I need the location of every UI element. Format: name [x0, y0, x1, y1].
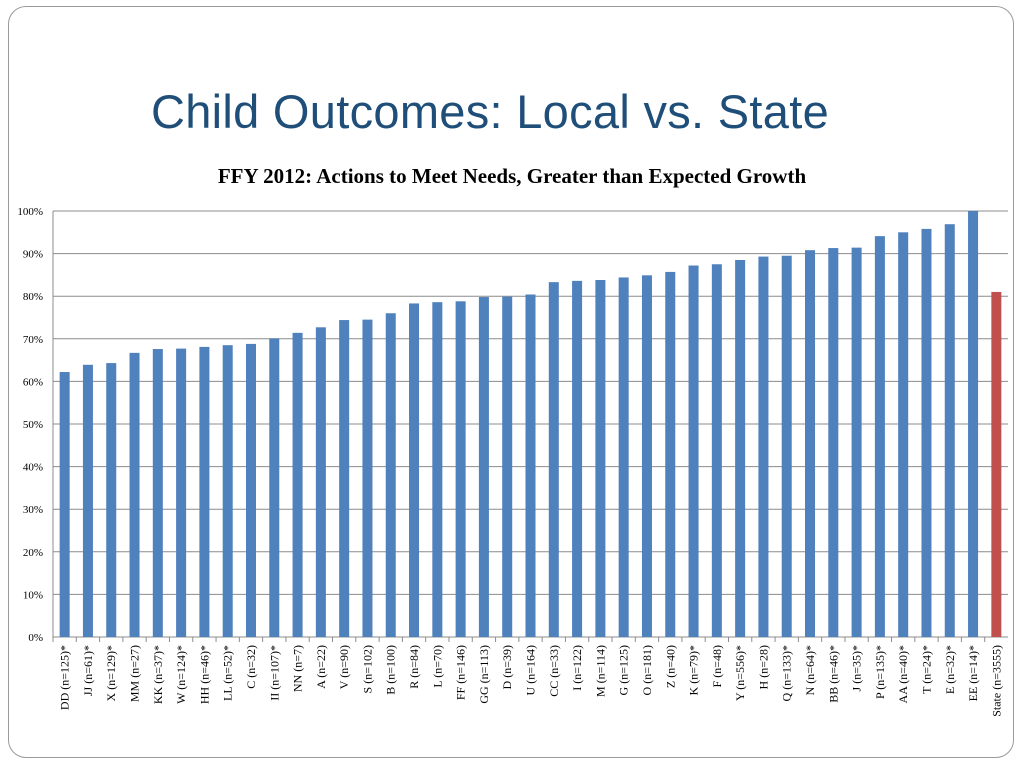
bar [502, 296, 513, 637]
bar [641, 275, 652, 637]
bar [129, 352, 140, 637]
slide-title: Child Outcomes: Local vs. State [150, 85, 830, 138]
x-tick-label: S (n=102) [360, 645, 374, 693]
x-tick-label: Q (n=133)* [780, 645, 794, 701]
y-tick-label: 20% [23, 547, 43, 559]
x-tick-label: B (n=100) [384, 645, 398, 695]
bar [432, 302, 443, 637]
y-tick-label: 40% [23, 462, 43, 474]
x-tick-label: X (n=129)* [104, 645, 118, 701]
x-tick-label: EE (n=14)* [966, 645, 980, 701]
bar [618, 277, 629, 637]
bar [82, 364, 93, 637]
bar [781, 255, 792, 638]
x-tick-label: FF (n=146) [454, 645, 468, 700]
bar [362, 319, 373, 637]
x-tick-label: E (n=32)* [943, 645, 957, 694]
x-tick-label: DD (n=125)* [58, 645, 72, 710]
y-tick-label: 100% [17, 206, 43, 218]
bar [805, 250, 816, 637]
x-tick-label: CC (n=33) [547, 645, 561, 697]
y-tick-label: 80% [23, 291, 43, 303]
x-tick-label: G (n=125) [617, 645, 631, 695]
x-tick-label: C (n=32) [244, 645, 258, 689]
bar [548, 282, 559, 637]
x-tick-label: Y (n=556)* [733, 645, 747, 701]
x-tick-label: LL (n=52)* [221, 645, 235, 701]
bar [688, 265, 699, 637]
bar [269, 338, 280, 637]
bar [176, 348, 187, 637]
bar [944, 224, 955, 637]
bar [152, 349, 163, 637]
x-tick-label: State (n=3555) [989, 645, 1003, 717]
bar [339, 320, 350, 637]
x-tick-label: U (n=164) [524, 645, 538, 695]
x-tick-label: M (n=114) [593, 645, 607, 697]
x-tick-label: JJ (n=61)* [81, 645, 95, 696]
bar [478, 297, 489, 637]
bar [758, 256, 769, 637]
bar [735, 259, 746, 637]
bar [106, 363, 117, 637]
bar [245, 343, 256, 637]
x-tick-label: NN (n=7) [291, 645, 305, 692]
bar [595, 280, 606, 637]
x-tick-label: T (n=24)* [919, 645, 933, 694]
bar [315, 327, 326, 637]
bar [991, 291, 1002, 637]
y-tick-label: 70% [23, 334, 43, 346]
x-tick-label: F (n=48) [710, 645, 724, 687]
x-tick-label: O (n=181) [640, 645, 654, 695]
bar [968, 211, 979, 637]
x-tick-label: HH (n=46)* [197, 645, 211, 704]
y-tick-label: 90% [23, 249, 43, 261]
x-tick-label: J (n=35)* [850, 645, 864, 691]
bar [455, 301, 466, 637]
bar [711, 264, 722, 637]
x-tick-label: P (n=135)* [873, 645, 887, 699]
bar [292, 332, 303, 637]
x-tick-label: D (n=39) [500, 645, 514, 689]
x-tick-label: K (n=79)* [687, 645, 701, 695]
x-tick-label: R (n=84) [407, 645, 421, 689]
x-tick-label: KK (n=37)* [151, 645, 165, 704]
x-tick-label: L (n=70) [430, 645, 444, 688]
bar [851, 247, 862, 638]
x-tick-label: I (n=122) [570, 645, 584, 691]
bar [828, 248, 839, 637]
y-tick-label: 0% [28, 632, 43, 644]
x-tick-label: H (n=28) [756, 645, 770, 689]
bar [525, 294, 536, 637]
chart-title: FFY 2012: Actions to Meet Needs, Greater… [217, 164, 807, 188]
bar [921, 228, 932, 637]
bar [385, 313, 396, 637]
x-tick-label: Z (n=40) [663, 645, 677, 688]
y-tick-label: 30% [23, 504, 43, 516]
x-tick-label: N (n=64)* [803, 645, 817, 695]
x-tick-label: V (n=90) [337, 645, 351, 689]
bar [572, 280, 583, 637]
bar [59, 372, 70, 637]
x-tick-label: A (n=22) [314, 645, 328, 689]
bar [199, 346, 210, 637]
y-tick-label: 60% [23, 376, 43, 388]
bar [898, 232, 909, 638]
x-tick-label: MM (n=27) [128, 645, 142, 702]
x-tick-label: W (n=124)* [174, 645, 188, 704]
y-tick-label: 10% [23, 589, 43, 601]
x-tick-label: BB (n=46)* [826, 645, 840, 703]
bar [665, 271, 676, 637]
x-tick-label: GG (n=113) [477, 645, 491, 704]
y-tick-label: 50% [23, 419, 43, 431]
x-tick-label: II (n=107)* [267, 645, 281, 701]
x-tick-label: AA (n=40)* [896, 645, 910, 703]
bar [874, 236, 885, 637]
bar [409, 303, 420, 637]
bar [222, 345, 233, 637]
